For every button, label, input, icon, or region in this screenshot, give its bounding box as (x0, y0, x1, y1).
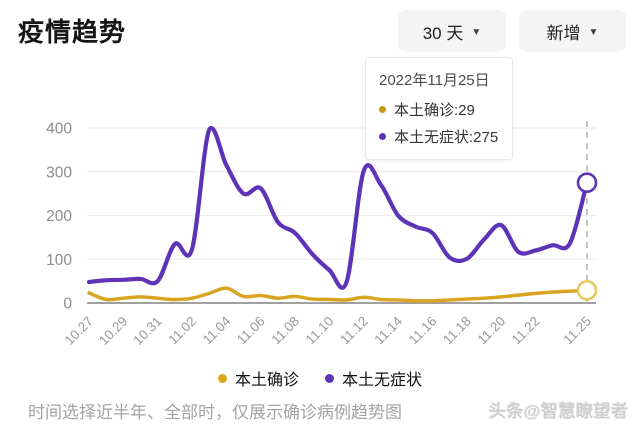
metric-dropdown[interactable]: 新增 ▼ (519, 10, 626, 52)
legend-item-asymptomatic-label: 本土无症状 (342, 372, 423, 389)
page-title: 疫情趋势 (18, 17, 127, 47)
end-marker-1[interactable] (576, 172, 598, 193)
svg-text:11.02: 11.02 (165, 314, 199, 348)
metric-dropdown-label: 新增 (546, 23, 581, 43)
y-axis-labels: 0 100 200 300 400 (46, 121, 72, 313)
svg-text:11.04: 11.04 (200, 313, 234, 347)
footer-caption: 时间选择近半年、全部时，仅展示确诊病例趋势图 (28, 403, 402, 422)
svg-text:11.14: 11.14 (371, 313, 405, 347)
series-line-1 (86, 125, 590, 290)
series-dot-icon (379, 106, 386, 113)
svg-text:11.06: 11.06 (234, 314, 268, 348)
svg-text:0: 0 (63, 296, 72, 313)
tooltip-row-confirmed: 本土确诊:29 (379, 99, 499, 120)
chevron-down-icon: ▼ (471, 26, 482, 38)
svg-text:11.25: 11.25 (560, 314, 594, 348)
x-axis-labels: 10.27 10.29 10.31 11.02 11.04 11.06 11.08 11.10… (62, 313, 595, 348)
svg-text:10.27: 10.27 (62, 314, 97, 349)
tooltip-date: 2022年11月25日 (379, 72, 490, 89)
series-dot-icon (325, 373, 334, 383)
range-dropdown[interactable]: 30 天 ▼ (398, 10, 506, 52)
svg-text:11.12: 11.12 (337, 314, 371, 348)
svg-text:10.31: 10.31 (130, 314, 165, 349)
svg-text:11.08: 11.08 (268, 314, 302, 348)
tooltip-row-confirmed-text: 本土确诊:29 (394, 102, 475, 119)
svg-text:200: 200 (46, 208, 72, 225)
svg-text:100: 100 (46, 252, 72, 269)
svg-text:11.16: 11.16 (406, 314, 440, 348)
series-line-0 (87, 286, 589, 303)
range-dropdown-label: 30 天 (422, 23, 464, 43)
chart-tooltip: 2022年11月25日 本土确诊:29 本土无症状:275 (365, 57, 513, 160)
svg-text:400: 400 (46, 121, 72, 138)
tooltip-row-asymptomatic: 本土无症状:275 (379, 126, 499, 147)
legend-item-confirmed-label: 本土确诊 (234, 372, 299, 389)
svg-text:10.29: 10.29 (96, 314, 131, 349)
svg-text:11.20: 11.20 (474, 314, 508, 348)
svg-text:11.18: 11.18 (440, 314, 474, 348)
series-dot-icon (217, 373, 227, 383)
y-grid (87, 127, 596, 304)
legend-item-asymptomatic[interactable]: 本土无症状 (325, 366, 422, 390)
tooltip-row-asymptomatic-text: 本土无症状:275 (394, 129, 499, 146)
end-marker-0[interactable] (576, 280, 598, 301)
svg-text:11.10: 11.10 (303, 314, 337, 348)
series-dot-icon (379, 133, 386, 140)
svg-text:11.22: 11.22 (509, 314, 543, 348)
chevron-down-icon: ▼ (588, 26, 599, 38)
svg-text:300: 300 (46, 164, 72, 181)
legend-item-confirmed[interactable]: 本土确诊 (217, 366, 299, 390)
chart-legend: 本土确诊 本土无症状 (0, 366, 640, 390)
watermark: 头条@智慧瞭望者 (489, 402, 629, 421)
